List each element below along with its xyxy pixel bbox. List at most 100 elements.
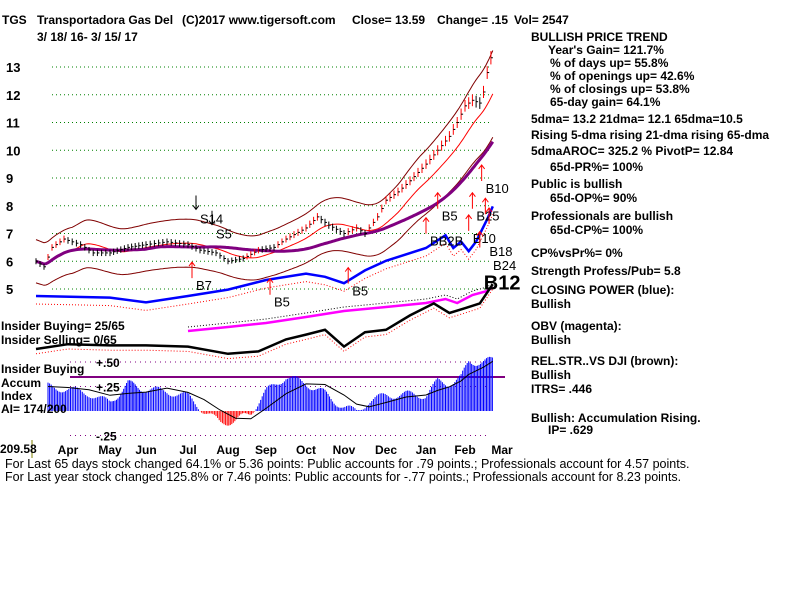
signal-label: B5 [274,295,290,310]
accum-ma [47,360,494,420]
openings-up: % of openings up= 42.6% [550,69,695,83]
insider-buying-label: Insider Buying [1,362,85,376]
buy-arrow-icon [465,214,473,231]
y-tick-label: 7 [6,227,13,242]
y-tick-label: 13 [6,60,20,75]
x-tick-label: Jan [416,443,437,457]
aroc: 5dmaAROC= 325.2 % PivotP= 12.84 [531,144,734,158]
public-state: Public is bullish [531,177,623,191]
overlap-value: 209.58 [0,442,37,456]
index-label: Index [1,389,33,403]
buy-arrow-icon [469,191,476,209]
x-tick-label: Mar [491,443,513,457]
x-tick-label: Oct [296,443,316,457]
insider-selling: Insider Selling= 0/65 [1,333,117,347]
signal-label: B10 [486,181,509,196]
dma-values: 5dma= 13.2 21dma= 12.1 65dma=10.5 [531,112,743,126]
y-tick-label: 11 [6,116,20,131]
signal-label: B5 [442,209,458,224]
x-tick-label: May [98,443,122,457]
obv-title: OBV (magenta): [531,319,622,333]
signal-label: B5 [352,284,368,299]
x-tick-label: Aug [216,443,239,457]
lower-band [35,137,494,286]
trend-title: BULLISH PRICE TREND [531,30,668,44]
signal-label: BB2B [430,234,463,249]
buy-arrow-icon [476,230,484,248]
sell-arrow-icon [192,195,200,211]
ticker: TGS [2,13,27,27]
rising-dma: Rising 5-dma rising 21-dma rising 65-dma [531,128,770,142]
signal-label: B7 [196,278,212,293]
y-tick-label: 5 [6,282,13,297]
signal-label: B10 [473,231,496,246]
y-tick-label: 8 [6,199,13,214]
buy-arrow-icon [344,266,352,284]
obv-ma [187,282,494,328]
x-tick-label: Nov [333,443,356,457]
y-tick-label: 12 [6,88,20,103]
sell-arrow-icon [208,210,216,226]
accum-tick-label: +.25 [96,381,120,395]
accum-state: Bullish: Accumulation Rising. [531,411,701,425]
volume-value: Vol= 2547 [514,13,569,27]
rs-state: Bullish [531,368,572,382]
closing-power-ma [35,214,494,311]
years-gain: Year's Gain= 121.7% [548,43,664,57]
professionals-state: Professionals are bullish [531,209,674,223]
ip-value: IP= .629 [548,423,594,437]
obv-line [187,285,494,333]
signal-label: B18 [489,244,512,259]
x-tick-label: Feb [454,443,475,457]
y-tick-label: 10 [6,143,20,158]
date-range: 3/ 18/ 16- 3/ 15/ 17 [37,30,138,44]
op-pct: 65d-OP%= 90% [550,191,638,205]
close-value: Close= 13.59 [352,13,426,27]
buy-arrow-icon [188,261,196,279]
buy-arrow-icon [485,207,493,224]
ai-value: AI= 174/200 [1,402,67,416]
buy-arrow-icon [266,277,274,295]
signal-label: B25 [476,209,499,224]
rs-title: REL.STR..VS DJI (brown): [531,354,679,368]
strength: Strength Profess/Pub= 5.8 [531,264,681,278]
copyright: (C)2017 www.tigersoft.com [182,13,336,27]
ma65-line [35,140,495,266]
days-up: % of days up= 55.8% [550,56,669,70]
x-tick-label: Dec [375,443,397,457]
y-tick-label: 9 [6,171,13,186]
closings-up: % of closings up= 53.8% [550,82,690,96]
rel-strength-line [35,283,494,356]
obv-state: Bullish [531,333,572,347]
closing-power-line [35,205,494,304]
change-value: Change= .15 [437,13,509,27]
cp-title: CLOSING POWER (blue): [531,283,675,297]
ma21-line [35,93,494,265]
x-tick-label: Sep [255,443,277,457]
itrs: ITRS= .446 [531,382,593,396]
buy-arrow-icon [422,216,430,234]
signal-label: B12 [484,273,521,295]
buy-arrow-icon [434,191,442,209]
cp-pct: 65d-CP%= 100% [550,223,644,237]
footer-year: For Last year stock changed 125.8% or 7.… [5,470,682,484]
accum-tick-label: -.25 [96,430,117,444]
signal-label: S5 [216,227,232,242]
65day-gain: 65-day gain= 64.1% [550,95,661,109]
rel-strength-ma [35,288,494,360]
cp-state: Bullish [531,297,572,311]
footer-65d: For Last 65 days stock changed 64.1% or … [5,457,690,471]
upper-band [35,50,494,244]
x-tick-label: Jun [135,443,156,457]
cp-vs-pr: CP%vsPr%= 0% [531,246,623,260]
buy-arrow-icon [478,164,486,181]
accum-tick-label: +.50 [96,356,120,370]
x-tick-label: Apr [58,443,79,457]
accum-label: Accum [1,376,42,390]
company-name: Transportadora Gas Del [37,13,174,27]
x-tick-label: Jul [179,443,196,457]
pr-pct: 65d-PR%= 100% [550,160,644,174]
insider-buying: Insider Buying= 25/65 [1,319,125,333]
